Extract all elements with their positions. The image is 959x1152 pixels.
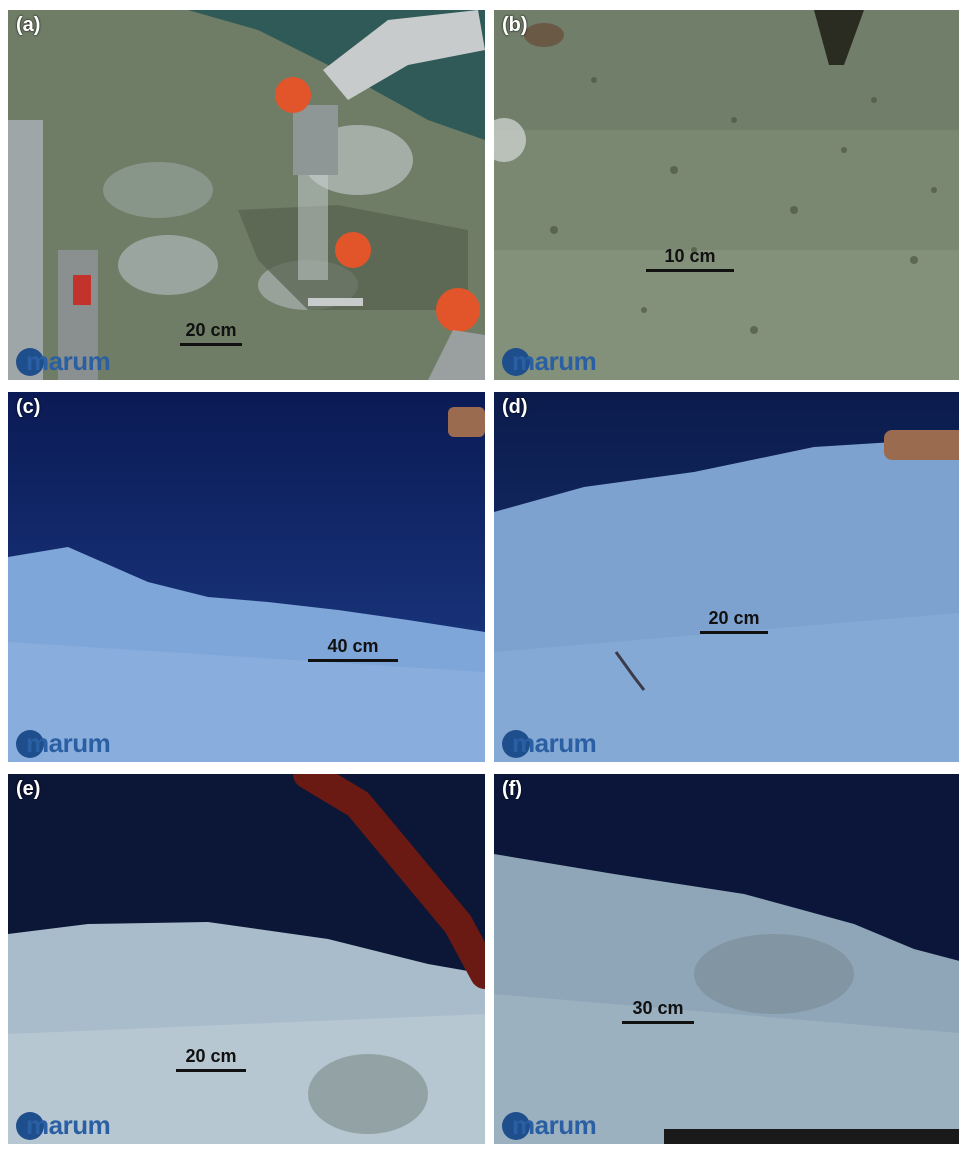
scale-line — [700, 631, 768, 634]
panel-label: (d) — [502, 396, 528, 419]
marum-logo: marum — [502, 728, 632, 758]
scale-line — [176, 1069, 246, 1072]
marum-logo-text: marum — [26, 346, 110, 377]
marum-logo-text: marum — [512, 1110, 596, 1141]
scale-bar: 40 cm — [308, 636, 398, 662]
panel-label: (a) — [16, 14, 40, 37]
scale-label: 40 cm — [308, 636, 398, 657]
panel-label: (e) — [16, 778, 40, 801]
panel-label: (c) — [16, 396, 40, 419]
scale-bar: 20 cm — [180, 320, 242, 346]
marum-logo: marum — [502, 346, 632, 376]
seafloor-photo-c — [8, 392, 485, 762]
scale-label: 30 cm — [622, 998, 694, 1019]
seafloor-photo-a — [8, 10, 485, 380]
marum-logo-text: marum — [26, 728, 110, 759]
panel-label: (f) — [502, 778, 522, 801]
panel-c: (c) 40 cm marum — [8, 392, 485, 762]
panel-label: (b) — [502, 14, 528, 37]
marum-logo: marum — [16, 346, 146, 376]
seafloor-photo-f — [494, 774, 959, 1144]
panel-e: (e) 20 cm marum — [8, 774, 485, 1144]
scale-label: 20 cm — [700, 608, 768, 629]
scale-label: 10 cm — [646, 246, 734, 267]
marum-logo: marum — [16, 728, 146, 758]
seafloor-photo-d — [494, 392, 959, 762]
panel-d: (d) 20 cm marum — [494, 392, 959, 762]
scale-bar: 30 cm — [622, 998, 694, 1024]
scale-label: 20 cm — [176, 1046, 246, 1067]
scale-line — [622, 1021, 694, 1024]
seafloor-photo-b — [494, 10, 959, 380]
scale-bar: 10 cm — [646, 246, 734, 272]
marum-logo-text: marum — [512, 728, 596, 759]
scale-label: 20 cm — [180, 320, 242, 341]
scale-bar: 20 cm — [700, 608, 768, 634]
marum-logo: marum — [502, 1110, 632, 1140]
marum-logo-text: marum — [26, 1110, 110, 1141]
panel-b: (b) 10 cm marum — [494, 10, 959, 380]
seafloor-photo-e — [8, 774, 485, 1144]
scale-line — [646, 269, 734, 272]
panel-f: (f) 30 cm marum — [494, 774, 959, 1144]
scale-line — [180, 343, 242, 346]
scale-line — [308, 659, 398, 662]
marum-logo: marum — [16, 1110, 146, 1140]
scale-bar: 20 cm — [176, 1046, 246, 1072]
panel-a: (a) 20 cm marum — [8, 10, 485, 380]
marum-logo-text: marum — [512, 346, 596, 377]
